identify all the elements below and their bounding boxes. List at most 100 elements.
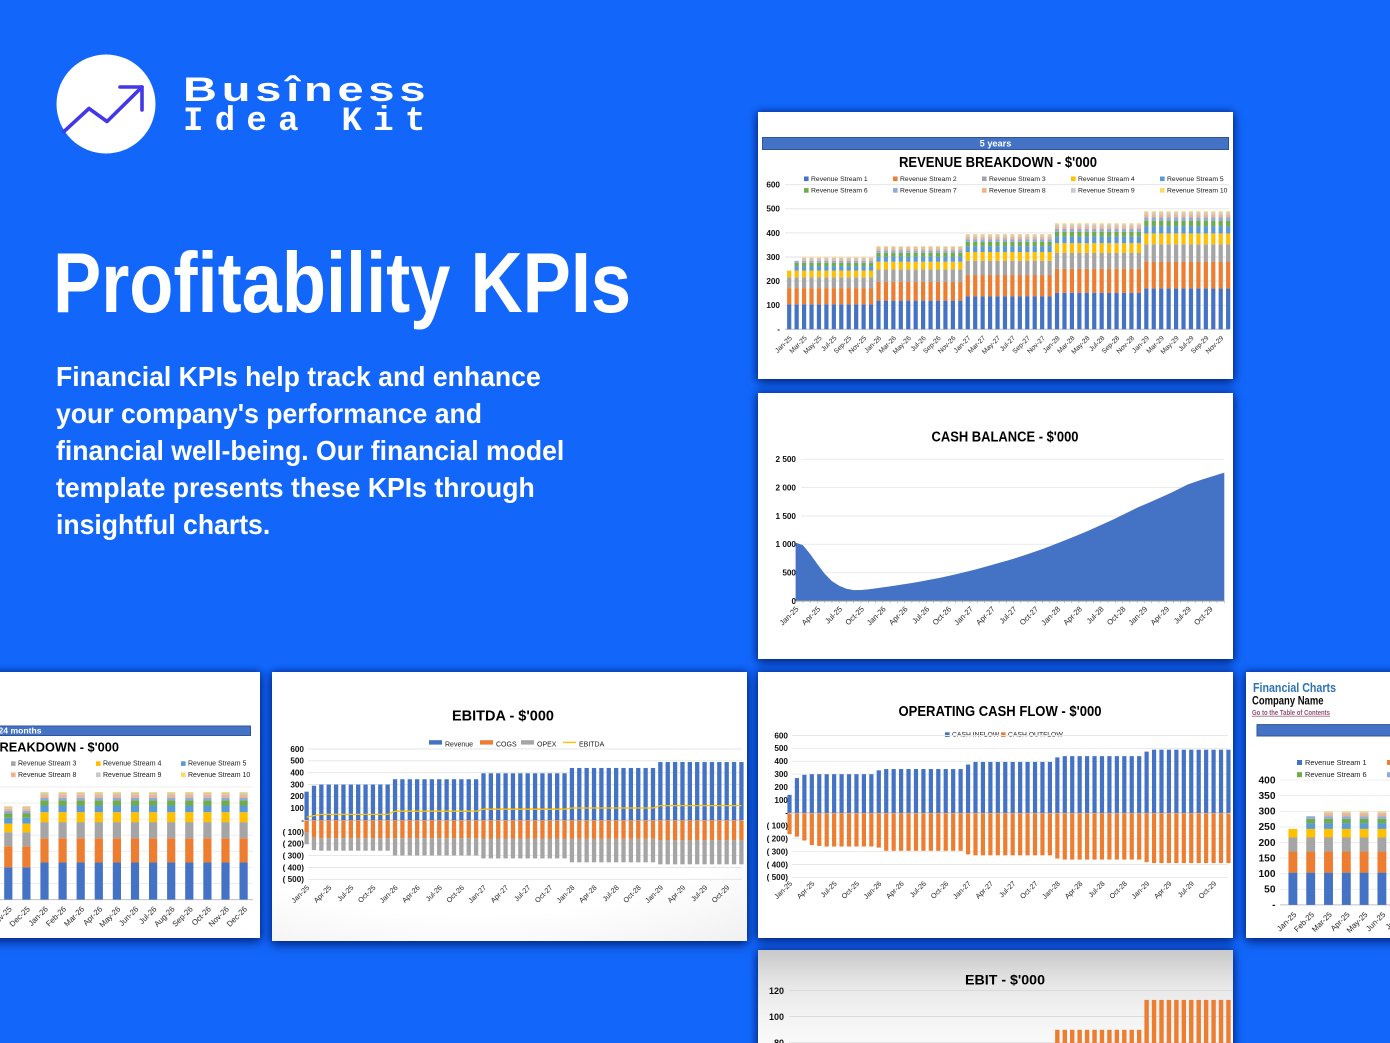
svg-text:( 500): ( 500) <box>767 873 789 882</box>
svg-text:-: - <box>301 816 304 825</box>
svg-text:Revenue Stream 8: Revenue Stream 8 <box>18 772 76 779</box>
svg-text:Jan-26: Jan-26 <box>378 883 400 905</box>
svg-text:( 400): ( 400) <box>767 860 789 869</box>
svg-text:Revenue Stream 4: Revenue Stream 4 <box>1078 176 1135 183</box>
svg-text:50: 50 <box>1264 885 1276 896</box>
svg-text:Revenue Stream 9: Revenue Stream 9 <box>1078 188 1135 195</box>
svg-text:Oct-28: Oct-28 <box>1107 879 1129 901</box>
svg-text:Oct-28: Oct-28 <box>621 883 643 905</box>
svg-text:100: 100 <box>1259 869 1276 880</box>
svg-text:Jan-26: Jan-26 <box>862 879 884 901</box>
svg-text:EBITDA: EBITDA <box>579 741 605 748</box>
svg-text:Jul-25: Jul-25 <box>823 605 844 626</box>
svg-text:Revenue Stream 5: Revenue Stream 5 <box>188 761 246 768</box>
svg-text:Jul-25: Jul-25 <box>1384 910 1390 932</box>
svg-text:Apr-28: Apr-28 <box>1061 605 1083 627</box>
svg-text:Jul-26: Jul-26 <box>908 879 928 899</box>
svg-text:EBIT - $'000: EBIT - $'000 <box>965 973 1045 988</box>
svg-text:Apr-28: Apr-28 <box>1063 879 1085 901</box>
svg-text:24 months: 24 months <box>0 726 42 736</box>
svg-text:Dec-26: Dec-26 <box>225 905 249 929</box>
svg-text:Jan-27: Jan-27 <box>951 879 973 901</box>
svg-text:REVENUE BREAKDOWN - $'000: REVENUE BREAKDOWN - $'000 <box>0 740 119 755</box>
svg-text:Apr-25: Apr-25 <box>800 605 822 627</box>
svg-text:1 000: 1 000 <box>776 540 797 549</box>
svg-text:500: 500 <box>290 757 304 766</box>
svg-text:Apr-27: Apr-27 <box>489 883 511 905</box>
svg-text:Jul-26: Jul-26 <box>424 883 444 903</box>
svg-text:Revenue Stream 9: Revenue Stream 9 <box>103 772 161 779</box>
svg-text:Jan-29: Jan-29 <box>1127 605 1150 628</box>
svg-text:600: 600 <box>290 745 304 754</box>
svg-text:EBITDA - $'000: EBITDA - $'000 <box>452 709 554 725</box>
svg-text:2 000: 2 000 <box>776 484 797 493</box>
svg-text:Apr-25: Apr-25 <box>312 883 334 905</box>
svg-text:200: 200 <box>774 783 788 792</box>
svg-text:400: 400 <box>290 769 304 778</box>
svg-text:300: 300 <box>774 770 788 779</box>
svg-text:Revenue Stream 6: Revenue Stream 6 <box>1305 770 1367 779</box>
svg-text:Revenue Stream 1: Revenue Stream 1 <box>1305 758 1367 767</box>
svg-text:400: 400 <box>1259 775 1276 786</box>
svg-text:Jul-29: Jul-29 <box>1176 879 1196 899</box>
svg-text:REVENUE BREAKDOWN - $'000: REVENUE BREAKDOWN - $'000 <box>899 155 1097 171</box>
svg-text:Jan-28: Jan-28 <box>555 883 577 905</box>
svg-text:Oct-29: Oct-29 <box>1192 605 1214 627</box>
svg-text:400: 400 <box>774 757 788 766</box>
svg-text:Jan-29: Jan-29 <box>1129 879 1151 901</box>
svg-text:Oct-26: Oct-26 <box>444 883 466 905</box>
svg-text:250: 250 <box>1259 822 1276 833</box>
svg-text:Jan-27: Jan-27 <box>952 605 975 628</box>
svg-text:Company Name: Company Name <box>1252 696 1324 708</box>
svg-text:Jul-27: Jul-27 <box>512 883 532 903</box>
svg-text:Jul-27: Jul-27 <box>998 605 1019 626</box>
svg-text:100: 100 <box>769 1012 784 1022</box>
svg-text:Oct-25: Oct-25 <box>356 883 378 905</box>
svg-text:Revenue Stream 7: Revenue Stream 7 <box>900 188 957 195</box>
svg-text:Oct-29: Oct-29 <box>1197 879 1219 901</box>
svg-text:Apr-26: Apr-26 <box>400 883 422 905</box>
svg-text:Apr-26: Apr-26 <box>884 879 906 901</box>
svg-text:Revenue Stream 2: Revenue Stream 2 <box>900 176 957 183</box>
svg-text:300: 300 <box>766 253 780 262</box>
svg-text:Jul-28: Jul-28 <box>1086 879 1106 899</box>
svg-text:Revenue Stream 1: Revenue Stream 1 <box>811 176 868 183</box>
svg-text:Jan-27: Jan-27 <box>466 883 488 905</box>
svg-text:0: 0 <box>791 597 796 606</box>
svg-text:500: 500 <box>766 205 780 214</box>
svg-text:Jan-25: Jan-25 <box>289 883 311 905</box>
svg-text:Revenue Stream 8: Revenue Stream 8 <box>989 188 1046 195</box>
svg-text:Jul-25: Jul-25 <box>335 883 355 903</box>
svg-text:Jan-29: Jan-29 <box>643 883 665 905</box>
svg-text:100: 100 <box>290 804 304 813</box>
svg-text:500: 500 <box>774 744 788 753</box>
svg-text:Jan-25: Jan-25 <box>778 605 801 628</box>
svg-text:600: 600 <box>766 181 780 190</box>
svg-text:Apr-29: Apr-29 <box>665 883 687 905</box>
svg-text:Jul-26: Jul-26 <box>910 605 931 626</box>
svg-text:300: 300 <box>290 780 304 789</box>
svg-text:Sep-26: Sep-26 <box>171 905 195 929</box>
svg-text:( 100): ( 100) <box>767 822 789 831</box>
svg-text:Revenue Stream 6: Revenue Stream 6 <box>811 188 868 195</box>
svg-text:Apr-28: Apr-28 <box>577 883 599 905</box>
svg-text:Oct-28: Oct-28 <box>1105 605 1127 627</box>
svg-text:Go to the Table of Contents: Go to the Table of Contents <box>1252 708 1330 717</box>
svg-text:Jul-28: Jul-28 <box>1085 605 1106 626</box>
svg-text:( 100): ( 100) <box>283 828 305 837</box>
svg-text:Jan-28: Jan-28 <box>1039 605 1062 628</box>
svg-text:200: 200 <box>1259 838 1276 849</box>
svg-text:Jul-27: Jul-27 <box>997 879 1017 899</box>
svg-text:Revenue: Revenue <box>445 741 473 748</box>
svg-text:Mar-26: Mar-26 <box>62 905 86 929</box>
svg-text:600: 600 <box>774 731 788 740</box>
svg-text:80: 80 <box>774 1038 784 1043</box>
svg-text:Revenue Stream 10: Revenue Stream 10 <box>1167 188 1228 195</box>
svg-text:COGS: COGS <box>496 741 517 748</box>
svg-text:Jul-29: Jul-29 <box>689 883 709 903</box>
svg-text:Revenue Stream 3: Revenue Stream 3 <box>18 761 76 768</box>
svg-text:Oct-25: Oct-25 <box>843 605 865 627</box>
svg-text:OPERATING CASH FLOW - $'000: OPERATING CASH FLOW - $'000 <box>899 704 1102 720</box>
svg-text:5 years: 5 years <box>980 139 1012 149</box>
svg-text:Apr-27: Apr-27 <box>974 605 996 627</box>
